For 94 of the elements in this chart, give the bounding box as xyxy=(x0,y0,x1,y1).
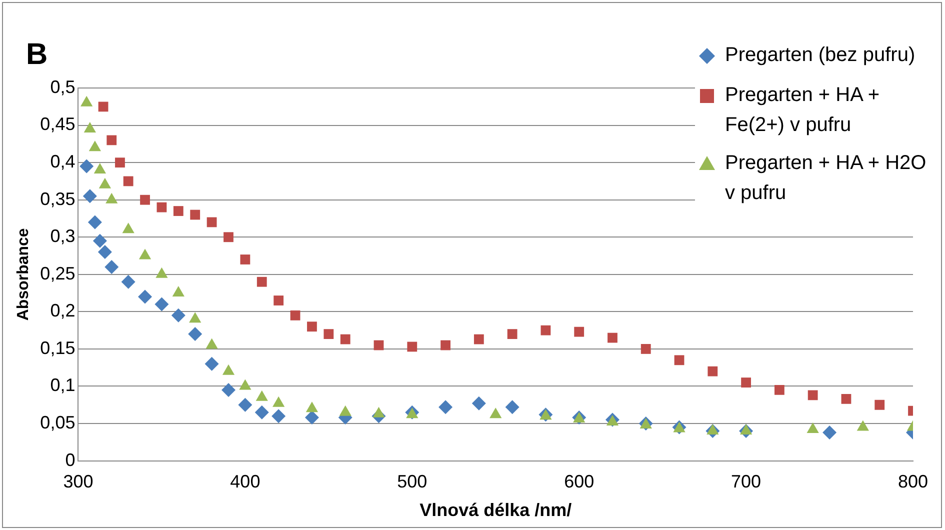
point xyxy=(173,206,184,216)
x-tick-label: 700 xyxy=(731,472,762,492)
point xyxy=(608,332,618,343)
point xyxy=(507,329,518,339)
point xyxy=(123,176,134,186)
x-tick-label: 800 xyxy=(898,472,928,492)
point xyxy=(221,382,236,397)
point xyxy=(874,400,885,410)
chart-title: B xyxy=(26,38,48,72)
point xyxy=(472,396,486,410)
point xyxy=(540,325,551,336)
point xyxy=(490,408,502,418)
point xyxy=(374,340,384,350)
point xyxy=(80,159,94,174)
point xyxy=(440,340,450,350)
point xyxy=(606,415,619,426)
point xyxy=(256,390,268,401)
point xyxy=(88,215,102,230)
point xyxy=(206,217,217,228)
point xyxy=(239,379,252,390)
point xyxy=(406,408,418,418)
point xyxy=(106,135,117,146)
y-tick-label: 0,15 xyxy=(40,338,76,358)
point xyxy=(98,245,112,260)
point xyxy=(82,189,97,204)
point xyxy=(190,210,200,220)
point xyxy=(339,405,352,416)
point xyxy=(272,396,285,407)
point xyxy=(115,158,125,168)
point xyxy=(708,366,718,376)
point xyxy=(741,378,751,388)
point xyxy=(307,322,317,332)
point xyxy=(340,334,350,344)
point xyxy=(474,334,484,344)
point xyxy=(188,327,202,342)
point xyxy=(104,260,119,274)
point xyxy=(806,422,819,433)
point xyxy=(822,425,837,440)
point xyxy=(324,329,334,339)
point xyxy=(304,410,319,425)
x-tick-label: 300 xyxy=(63,472,94,492)
point xyxy=(774,385,784,395)
y-tick-label: 0,3 xyxy=(50,226,76,246)
x-tick-label: 500 xyxy=(397,472,428,492)
point xyxy=(438,400,453,414)
y-tick-label: 0,05 xyxy=(40,412,76,432)
point xyxy=(372,406,385,418)
y-tick-label: 0,45 xyxy=(40,114,76,134)
point xyxy=(222,364,235,375)
point xyxy=(138,290,152,304)
point xyxy=(171,308,186,322)
point xyxy=(808,390,818,400)
point xyxy=(856,420,869,431)
y-tick-label: 0,35 xyxy=(40,188,76,209)
point xyxy=(189,312,202,323)
point xyxy=(306,402,318,412)
point xyxy=(238,398,252,412)
y-tick-label: 0,1 xyxy=(50,375,76,396)
point xyxy=(206,338,218,349)
y-tick-label: 0,25 xyxy=(40,263,76,284)
point xyxy=(98,102,108,112)
legend-label: Pregarten + HA + Fe(2+) v pufru xyxy=(725,83,881,138)
point xyxy=(254,405,269,420)
point xyxy=(154,297,169,312)
point xyxy=(256,276,267,287)
x-tick-label: 400 xyxy=(230,472,260,492)
point xyxy=(674,355,684,366)
point xyxy=(92,234,107,248)
x-axis-title: Vlnová délka /nm/ xyxy=(420,500,572,520)
point xyxy=(240,254,250,264)
point xyxy=(841,394,852,404)
legend-label: Pregarten + HA + H2O v pufru xyxy=(725,151,928,206)
point xyxy=(505,400,520,414)
y-tick-label: 0,2 xyxy=(50,300,76,321)
point xyxy=(274,296,284,306)
y-tick-label: 0,4 xyxy=(50,152,76,172)
point xyxy=(574,326,584,337)
y-tick-label: 0 xyxy=(65,450,76,470)
y-tick-label: 0,5 xyxy=(50,76,76,97)
y-axis-title: Absorbance xyxy=(15,228,32,321)
point xyxy=(290,310,300,320)
point xyxy=(706,424,719,434)
point xyxy=(272,409,286,424)
point xyxy=(407,342,418,352)
x-tick-label: 600 xyxy=(564,472,594,492)
point xyxy=(140,194,150,205)
point xyxy=(204,356,219,371)
point xyxy=(224,232,234,242)
point xyxy=(740,424,752,434)
legend-label: Pregarten (bez pufru) xyxy=(725,43,916,68)
point xyxy=(156,202,167,212)
point xyxy=(121,274,136,289)
point xyxy=(172,286,184,297)
point xyxy=(640,344,651,354)
